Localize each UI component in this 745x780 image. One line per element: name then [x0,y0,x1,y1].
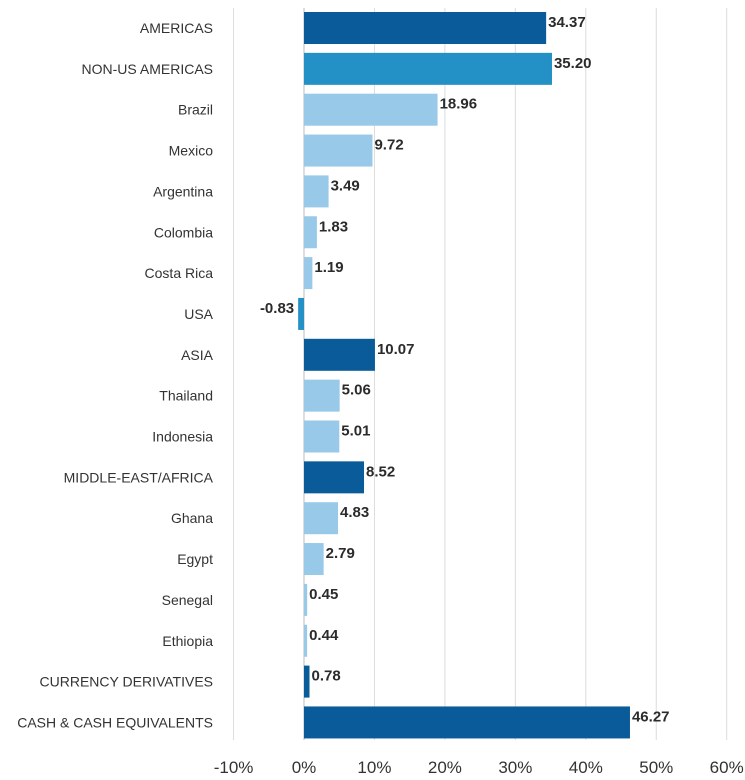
bar [304,543,324,576]
category-label: Colombia [154,224,213,240]
x-tick-label: 40% [569,758,603,777]
data-label: 5.01 [341,423,370,440]
x-tick-label: 30% [498,758,532,777]
category-label: NON-US AMERICAS [82,61,213,77]
category-label: MIDDLE-EAST/AFRICA [64,469,214,485]
data-label: 0.44 [309,627,339,644]
bar [304,12,547,44]
x-tick-label: 0% [292,758,317,777]
data-label: 9.72 [374,137,403,154]
bar [304,216,317,249]
data-label: -0.83 [260,300,294,317]
data-label: 1.19 [314,259,343,276]
data-label: 5.06 [342,382,371,399]
category-label: Mexico [169,143,214,159]
category-label: Ghana [171,510,213,526]
bar [304,52,552,85]
category-label: Thailand [159,388,213,404]
bar [304,502,339,535]
bar [304,583,308,616]
bar [304,420,340,453]
data-label: 8.52 [366,463,395,480]
data-label: 34.37 [548,14,586,31]
category-label: Brazil [178,102,213,118]
bar [304,379,340,412]
x-tick-label: 20% [428,758,462,777]
x-tick-label: 60% [710,758,744,777]
data-label: 3.49 [331,177,360,194]
bar [304,624,308,657]
category-label: USA [184,306,213,322]
data-label: 18.96 [440,96,478,113]
bar [304,461,365,494]
data-label: 1.83 [319,218,348,235]
bars [298,12,630,739]
category-label: AMERICAS [140,20,213,36]
category-label: Indonesia [152,429,213,445]
category-label: Costa Rica [145,265,214,281]
data-label: 0.45 [309,586,338,603]
bar [304,175,329,208]
category-label: Senegal [162,592,213,608]
x-tick-label: 10% [357,758,391,777]
bar [304,706,630,739]
bar [304,257,313,290]
data-label: 46.27 [632,708,670,725]
bar [298,297,304,330]
bar [304,665,310,698]
bar [304,93,438,126]
category-label: Argentina [153,183,213,199]
data-label: 0.78 [311,668,340,685]
data-label: 10.07 [377,341,415,358]
value-labels: 34.37 35.20 18.96 9.72 3.49 1.83 1.19 -0.83 10.0… [260,14,670,725]
x-tick-label: 50% [639,758,673,777]
category-label: CURRENCY DERIVATIVES [40,674,213,690]
category-label: Ethiopia [162,633,213,649]
category-labels: AMERICAS NON-US AMERICAS Brazil Mexico Argen… [17,20,213,730]
data-label: 35.20 [554,55,592,72]
bar [304,134,373,167]
x-tick-label: -10% [214,758,254,777]
data-label: 2.79 [326,545,355,562]
category-label: ASIA [181,347,214,363]
bar [304,338,375,371]
x-axis-ticks: -10% 0% 10% 20% 30% 40% 50% 60% [214,758,744,777]
data-label: 4.83 [340,504,369,521]
category-label: Egypt [177,551,213,567]
gridlines [233,8,728,740]
category-label: CASH & CASH EQUIVALENTS [17,714,213,730]
